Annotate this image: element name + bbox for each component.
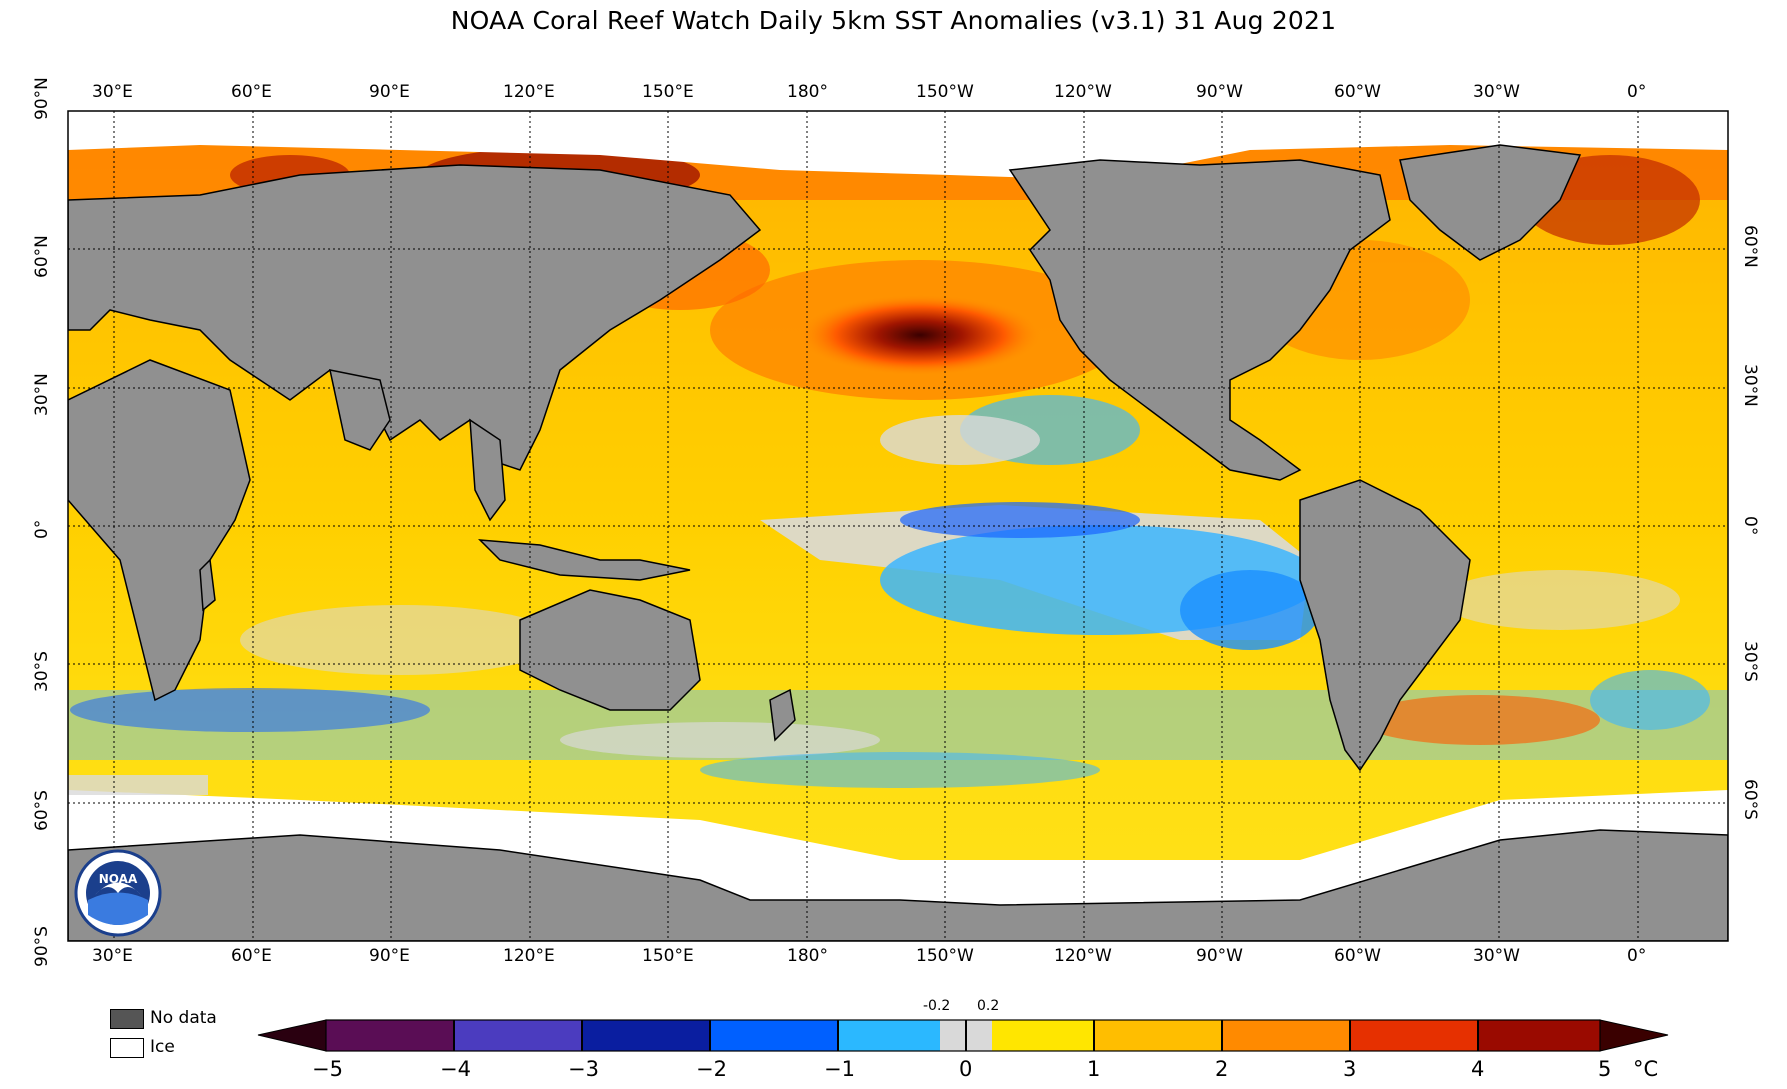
lon-label: 120°W (1054, 82, 1112, 102)
lat-label: 30°S (1740, 641, 1760, 682)
lat-label: 90°N (32, 77, 52, 120)
lat-label: 60°N (1740, 225, 1760, 268)
lon-label: 90°W (1196, 82, 1243, 102)
lon-label: 180° (787, 82, 828, 102)
lat-label: 30°S (32, 651, 52, 692)
noaa-logo: NOAA (74, 849, 162, 937)
no-data-swatch (110, 1009, 144, 1029)
map-canvas (68, 111, 1728, 941)
lon-label: 60°E (231, 946, 272, 966)
colorbar-small-ticks: -0.2 0.2 (0, 998, 1787, 1016)
lon-label: 120°E (503, 946, 555, 966)
colorbar-tick: −3 (568, 1057, 599, 1081)
colorbar-small-tick: 0.2 (977, 998, 1000, 1014)
colorbar-tick: −2 (696, 1057, 727, 1081)
lat-label: 0° (32, 519, 52, 539)
lon-label: 0° (1627, 82, 1647, 102)
lon-label: 60°W (1334, 82, 1381, 102)
lon-label: 30°W (1473, 82, 1520, 102)
lon-label: 90°E (369, 82, 410, 102)
lat-label: 60°N (32, 235, 52, 278)
lat-label: 90°S (32, 926, 52, 967)
lon-label: 180° (787, 946, 828, 966)
lon-label: 60°E (231, 82, 272, 102)
lon-label: 120°W (1054, 946, 1112, 966)
lat-label: 60°S (1740, 779, 1760, 820)
colorbar-tick: 2 (1215, 1057, 1229, 1081)
lat-label: 0° (1740, 516, 1760, 536)
no-data-label: No data (150, 1008, 217, 1028)
lon-label: 0° (1627, 946, 1647, 966)
longitude-labels-bottom: 30°E 60°E 90°E 120°E 150°E 180° 150°W 12… (0, 946, 1787, 970)
longitude-labels-top: 30°E 60°E 90°E 120°E 150°E 180° 150°W 12… (0, 82, 1787, 106)
lon-label: 30°E (92, 946, 133, 966)
lon-label: 150°W (916, 82, 974, 102)
map-title: NOAA Coral Reef Watch Daily 5km SST Anom… (450, 6, 1337, 35)
colorbar-small-tick: -0.2 (923, 998, 951, 1014)
map-frame (67, 110, 1729, 942)
lon-label: 150°W (916, 946, 974, 966)
lat-label: 60°S (32, 790, 52, 831)
colorbar-tick: 3 (1343, 1057, 1357, 1081)
lon-label: 120°E (503, 82, 555, 102)
lat-label: 30°N (1740, 364, 1760, 407)
lon-label: 30°W (1473, 946, 1520, 966)
noaa-logo-text: NOAA (99, 872, 138, 886)
colorbar-tick: 0 (959, 1057, 973, 1081)
lon-label: 150°E (642, 946, 694, 966)
colorbar-tick: −4 (440, 1057, 471, 1081)
lon-label: 90°E (369, 946, 410, 966)
colorbar-tick: −1 (824, 1057, 855, 1081)
lon-label: 60°W (1334, 946, 1381, 966)
lon-label: 30°E (92, 82, 133, 102)
ice-swatch (110, 1038, 144, 1058)
lon-label: 90°W (1196, 946, 1243, 966)
land-masses (68, 144, 1728, 941)
lon-label: 150°E (642, 82, 694, 102)
colorbar-ticks: −5 −4 −3 −2 −1 0 1 2 3 4 5 °C (0, 1057, 1787, 1083)
colorbar-tick: 5 (1598, 1057, 1612, 1081)
graticule (68, 111, 1728, 941)
colorbar-unit: °C (1633, 1057, 1659, 1081)
lat-label: 30°N (32, 373, 52, 416)
colorbar-tick: 4 (1471, 1057, 1485, 1081)
ice-label: Ice (150, 1037, 175, 1057)
colorbar-tick: −5 (312, 1057, 343, 1081)
colorbar-tick: 1 (1087, 1057, 1101, 1081)
